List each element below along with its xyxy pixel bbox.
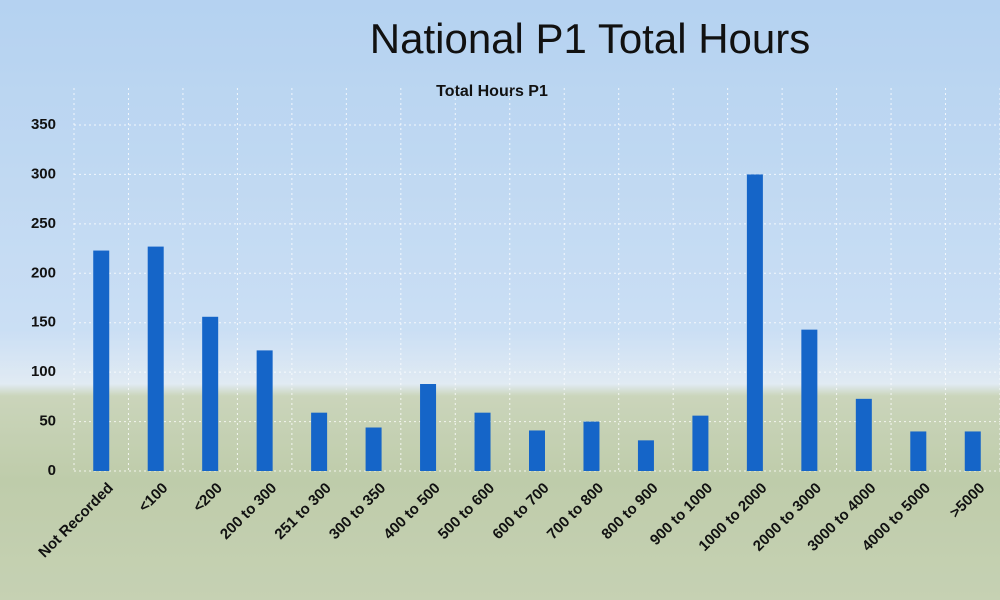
bar xyxy=(746,174,763,471)
bar xyxy=(801,329,818,471)
y-tick-label: 50 xyxy=(39,413,56,430)
chart-subtitle: Total Hours P1 xyxy=(436,83,548,100)
y-tick-label: 100 xyxy=(31,363,56,380)
bar xyxy=(202,316,219,471)
bar xyxy=(692,415,709,471)
bar xyxy=(311,412,328,471)
bar xyxy=(910,431,927,471)
bar xyxy=(474,412,491,471)
bar xyxy=(147,246,164,471)
y-tick-label: 300 xyxy=(31,165,56,182)
bar xyxy=(637,440,654,471)
y-tick-label: 200 xyxy=(31,264,56,281)
bar xyxy=(93,250,110,471)
bar xyxy=(256,350,273,471)
bar xyxy=(420,384,437,471)
y-tick-label: 350 xyxy=(31,116,56,133)
bar xyxy=(529,430,545,471)
bar xyxy=(365,427,382,471)
bar xyxy=(964,431,981,471)
y-tick-label: 250 xyxy=(31,215,56,232)
bar xyxy=(855,398,872,471)
y-tick-label: 150 xyxy=(31,314,56,331)
y-tick-label: 0 xyxy=(48,462,56,479)
chart-title: National P1 Total Hours xyxy=(370,15,810,62)
bar xyxy=(583,421,600,471)
